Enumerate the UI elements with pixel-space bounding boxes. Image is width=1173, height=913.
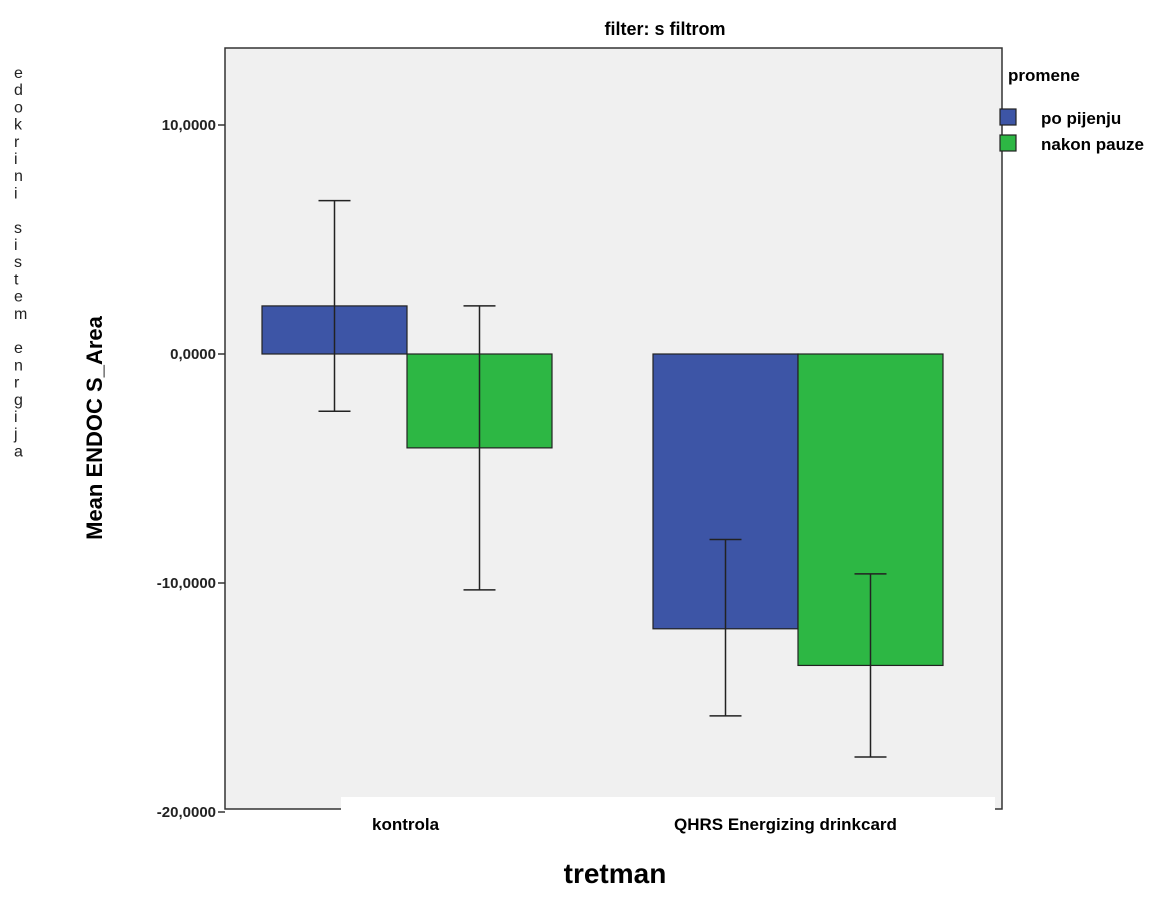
side-text-letter: i bbox=[14, 409, 18, 426]
side-text-letter: e bbox=[14, 289, 23, 306]
legend-label: po pijenju bbox=[1041, 109, 1121, 128]
side-text-letter: n bbox=[14, 168, 23, 185]
legend-swatch bbox=[999, 108, 1017, 126]
side-text-letter: s bbox=[14, 220, 22, 237]
side-text-letter: r bbox=[14, 134, 20, 151]
side-text-letter: g bbox=[14, 392, 23, 409]
y-axis-label: Mean ENDOC S_Area bbox=[82, 315, 107, 540]
side-text-letter: i bbox=[14, 185, 18, 202]
side-text-letter: o bbox=[14, 99, 23, 116]
side-text-letter: s bbox=[14, 254, 22, 271]
x-axis-label: tretman bbox=[564, 858, 667, 889]
y-tick-label: -10,0000 bbox=[157, 575, 216, 592]
x-tick-label: QHRS Energizing drinkcard bbox=[674, 815, 897, 834]
side-text-letter: m bbox=[14, 306, 27, 323]
side-text-letter: e bbox=[14, 65, 23, 82]
side-text-letter: i bbox=[14, 237, 18, 254]
y-tick-label: 10,0000 bbox=[162, 117, 216, 134]
side-text-letter: i bbox=[14, 151, 18, 168]
side-text-letter: d bbox=[14, 82, 23, 99]
y-tick-label: 0,0000 bbox=[170, 346, 216, 363]
side-text-letter: n bbox=[14, 357, 23, 374]
side-text-letter: r bbox=[14, 375, 20, 392]
side-text-letter: t bbox=[14, 271, 19, 288]
legend-swatch bbox=[999, 134, 1017, 152]
error-bars-group bbox=[318, 199, 887, 758]
y-tick-label: -20,0000 bbox=[157, 804, 216, 821]
x-tick-label: kontrola bbox=[372, 815, 440, 834]
legend: promene po pijenju nakon pauze bbox=[999, 66, 1144, 154]
x-axis-categories: kontrola QHRS Energizing drinkcard bbox=[372, 815, 897, 834]
category-label-backdrop bbox=[341, 797, 995, 857]
legend-label: nakon pauze bbox=[1041, 135, 1144, 154]
chart-title: filter: s filtrom bbox=[604, 19, 725, 39]
y-axis: 10,0000 0,0000 -10,0000 -20,0000 bbox=[157, 117, 225, 821]
side-text-letter: j bbox=[13, 426, 18, 443]
side-text-letter: a bbox=[14, 443, 23, 460]
side-text-letter: k bbox=[14, 117, 23, 134]
legend-title: promene bbox=[1008, 66, 1080, 85]
side-text-letter: e bbox=[14, 340, 23, 357]
